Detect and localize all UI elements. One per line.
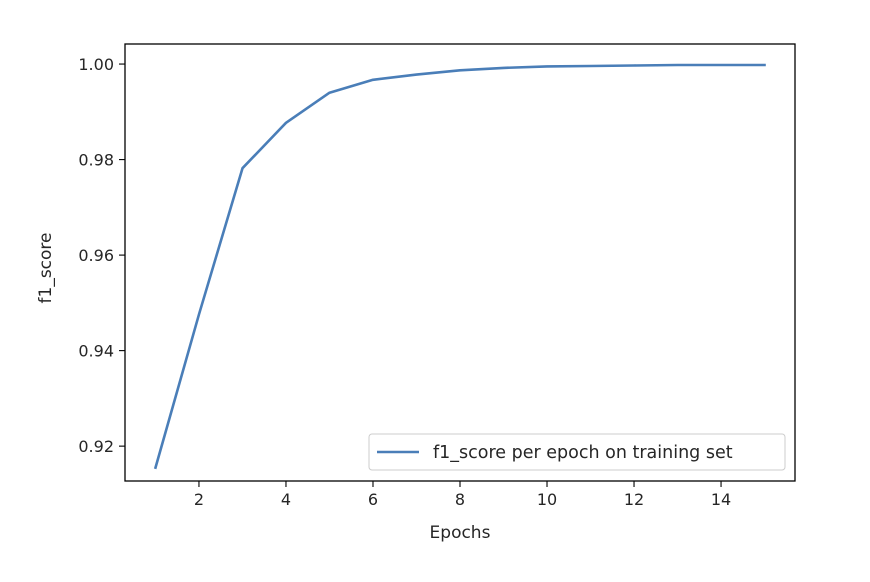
y-tick-label: 0.92 xyxy=(78,437,114,456)
x-axis-label: Epochs xyxy=(430,523,491,543)
legend-entry-label: f1_score per epoch on training set xyxy=(433,443,733,463)
y-tick-label: 0.96 xyxy=(78,246,114,265)
y-axis-label: f1_score xyxy=(36,233,56,304)
x-tick-label: 8 xyxy=(455,490,465,509)
x-tick-label: 2 xyxy=(194,490,204,509)
x-axis-ticks: 2 4 6 8 10 12 14 xyxy=(194,481,731,509)
legend: f1_score per epoch on training set xyxy=(368,433,786,471)
x-tick-label: 6 xyxy=(368,490,378,509)
x-tick-label: 14 xyxy=(711,490,731,509)
y-tick-label: 1.00 xyxy=(78,55,114,74)
x-tick-label: 4 xyxy=(281,490,291,509)
legend-box xyxy=(368,433,786,471)
x-tick-label: 10 xyxy=(537,490,557,509)
y-tick-label: 0.94 xyxy=(78,342,114,361)
series-layer xyxy=(153,63,766,470)
y-tick-label: 0.98 xyxy=(78,151,114,170)
y-axis-ticks: 0.92 0.94 0.96 0.98 1.00 xyxy=(78,55,125,456)
x-tick-label: 12 xyxy=(624,490,644,509)
series-line xyxy=(153,63,766,470)
